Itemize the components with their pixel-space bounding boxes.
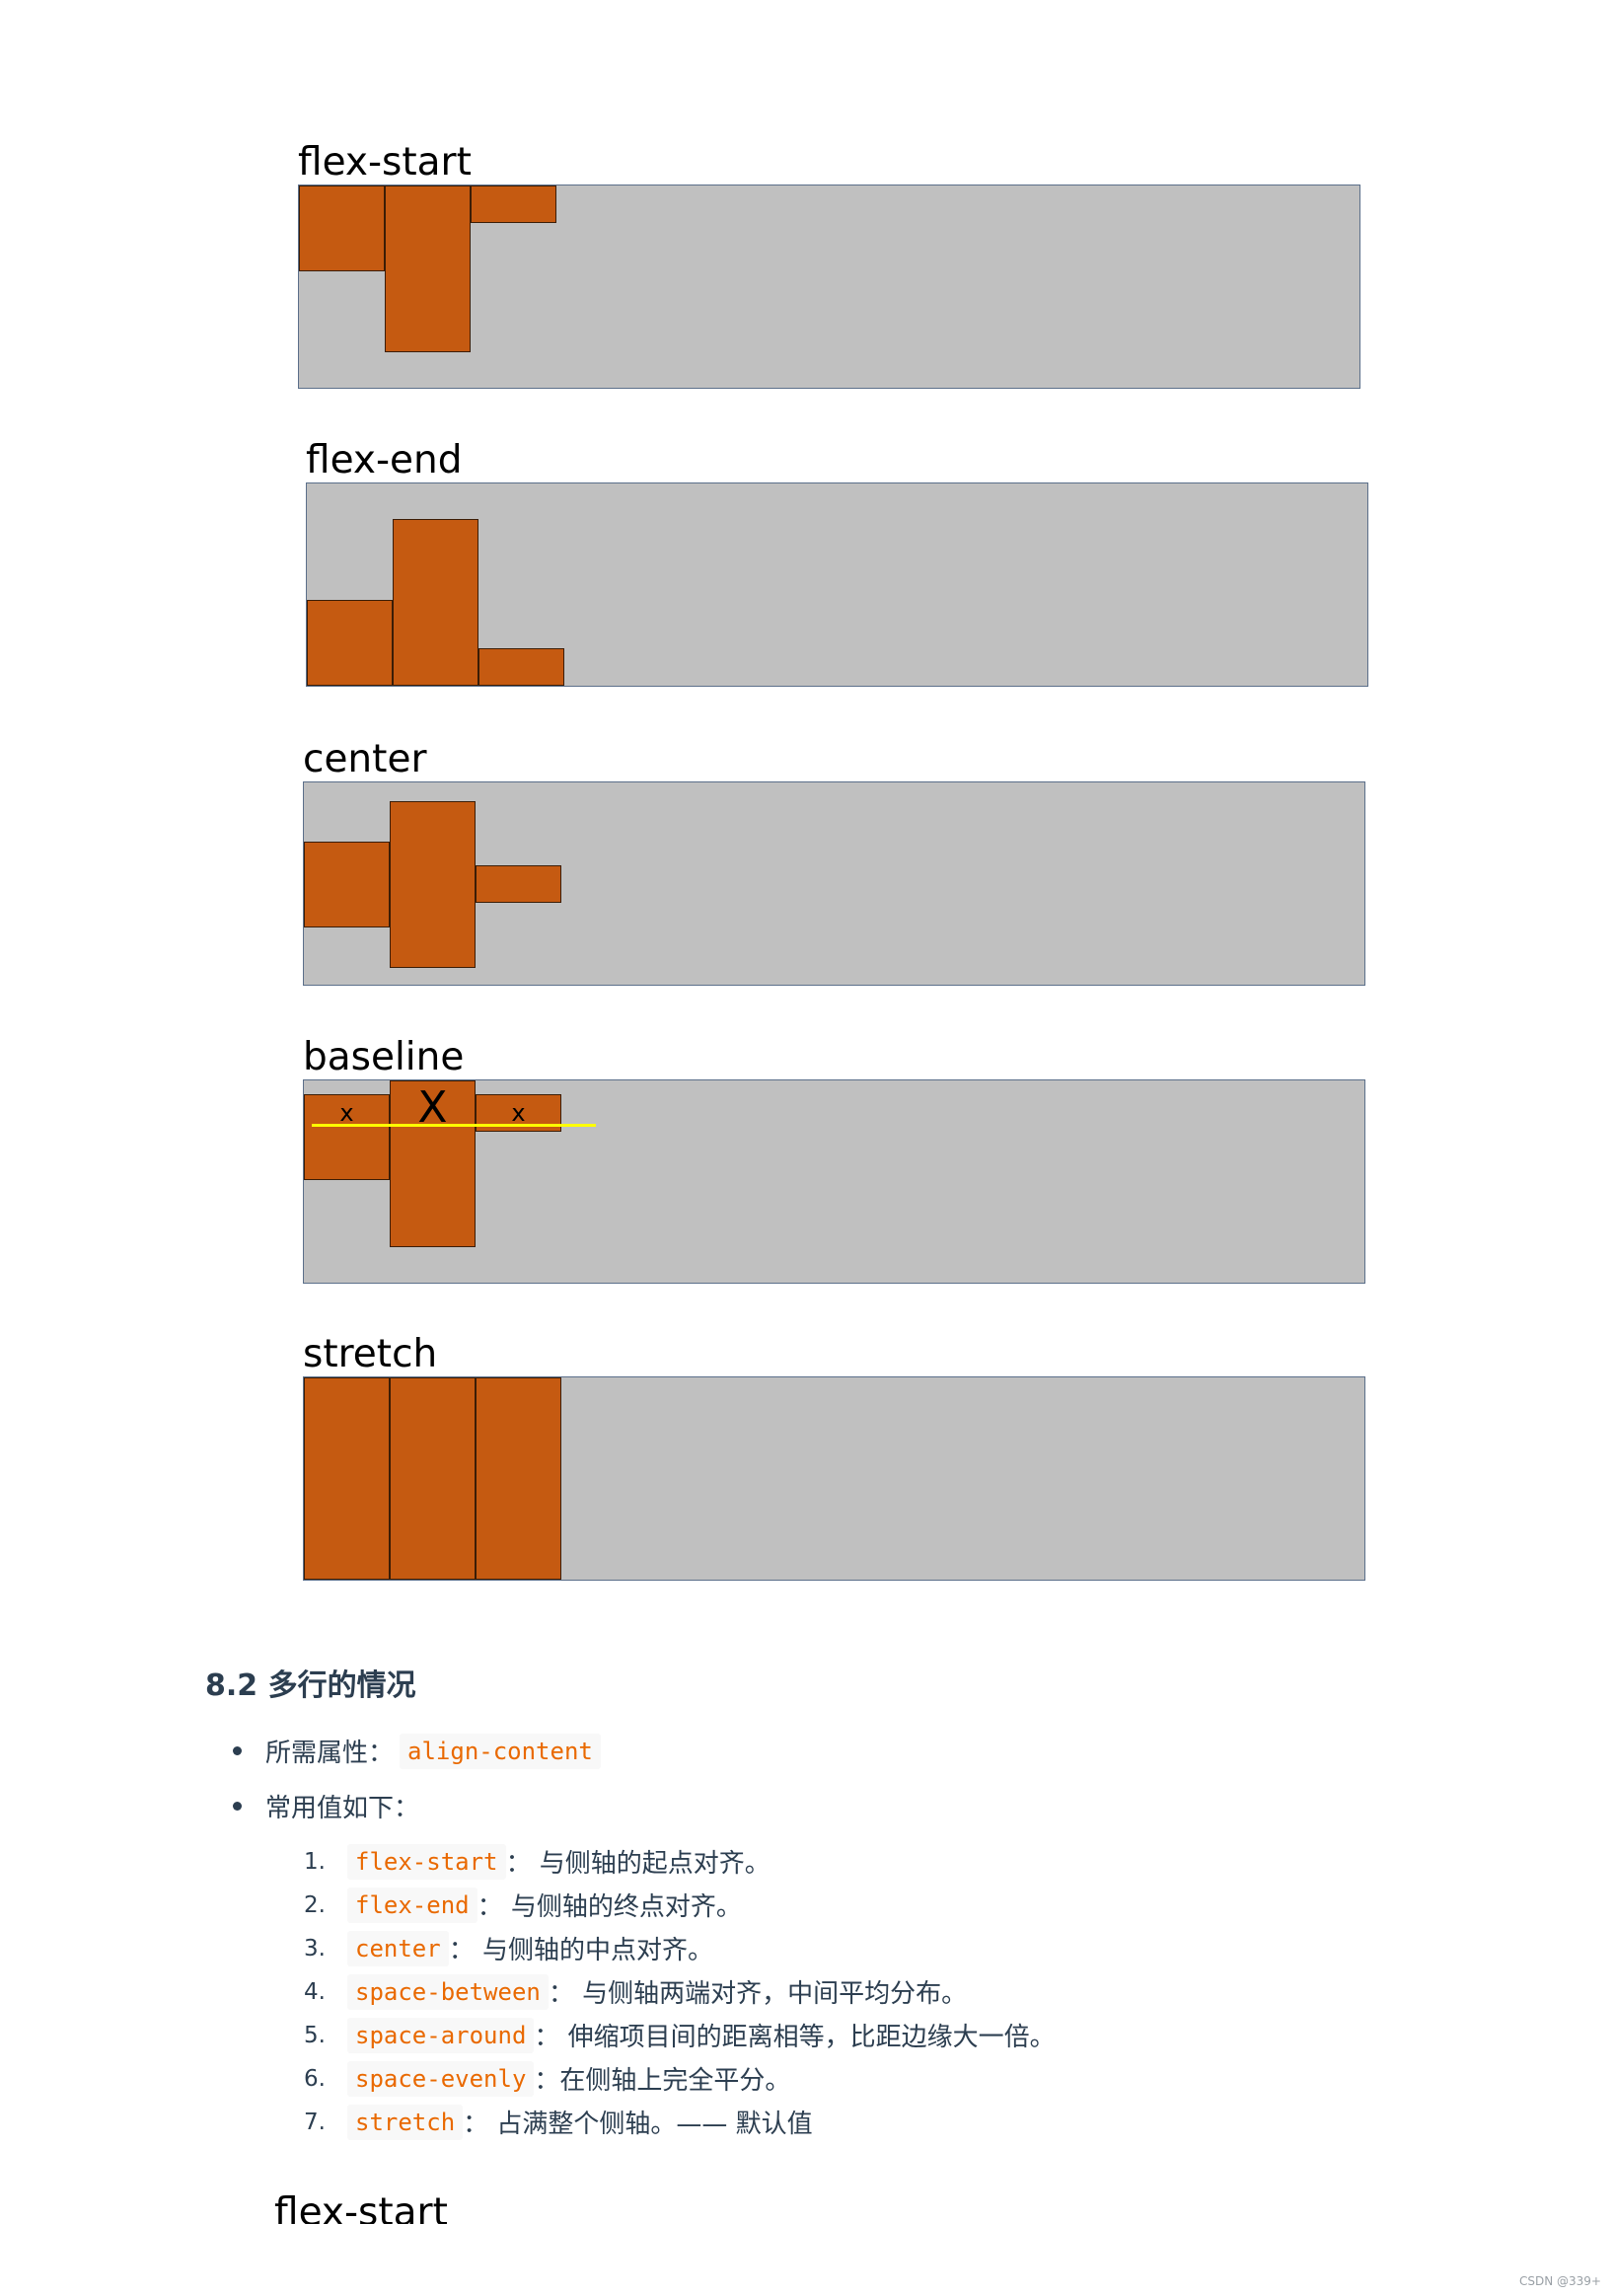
list-number: 5.: [304, 2022, 326, 2048]
flex-item-1: x: [304, 1094, 390, 1180]
flex-item-1: [304, 842, 390, 927]
bullet-dot: [233, 1802, 242, 1811]
list-number: 3.: [304, 1935, 326, 1962]
list-number: 4.: [304, 1978, 326, 2005]
inline-code: flex-end: [347, 1887, 477, 1923]
inline-code: space-evenly: [347, 2060, 535, 2097]
list-number: 6.: [304, 2065, 326, 2092]
flex-item-1: [304, 1377, 390, 1580]
diagram-title: stretch: [303, 1332, 438, 1376]
flex-container: [303, 781, 1365, 986]
inline-code: stretch: [347, 2104, 464, 2140]
flex-item-1: [299, 185, 385, 271]
flex-container: [306, 482, 1368, 687]
flex-item-2: [393, 519, 478, 686]
list-description: ： 占满整个侧轴。—— 默认值: [463, 2110, 813, 2139]
list-description: ： 与侧轴两端对齐，中间平均分布。: [548, 1979, 968, 2009]
bullet-required-property: 所需属性： align-content: [233, 1733, 601, 1769]
bullet-label: 常用值如下：: [265, 1794, 420, 1823]
flex-item-2: X: [390, 1080, 476, 1247]
list-item: 1. flex-start ： 与侧轴的起点对齐。: [304, 1843, 771, 1880]
list-item: 7. stretch ： 占满整个侧轴。—— 默认值: [304, 2104, 813, 2140]
list-item: 4. space-between ： 与侧轴两端对齐，中间平均分布。: [304, 1973, 967, 2010]
inline-code: space-between: [347, 1973, 549, 2010]
list-description: ：在侧轴上完全平分。: [534, 2066, 791, 2096]
diagram-title: center: [303, 737, 427, 781]
flex-item-3: [478, 648, 564, 686]
baseline-line: [312, 1124, 596, 1127]
flex-container: [303, 1376, 1365, 1581]
inline-code: align-content: [400, 1733, 601, 1769]
inline-code: center: [347, 1930, 449, 1966]
list-description: ： 与侧轴的终点对齐。: [477, 1892, 742, 1922]
flex-item-1: [307, 600, 393, 686]
section-heading: 8.2 多行的情况: [205, 1668, 416, 1703]
watermark: CSDN @339+: [1519, 2274, 1601, 2288]
bullet-label: 所需属性：: [265, 1739, 395, 1768]
list-item: 2. flex-end ： 与侧轴的终点对齐。: [304, 1887, 742, 1923]
list-description: ： 与侧轴的起点对齐。: [505, 1849, 771, 1879]
diagram-title: baseline: [303, 1035, 465, 1079]
list-description: ： 与侧轴的中点对齐。: [448, 1936, 713, 1965]
item-label: x: [339, 1099, 354, 1127]
list-item: 5. space-around ： 伸缩项目间的距离相等，比距边缘大一倍。: [304, 2017, 1056, 2053]
flex-item-2: [390, 1377, 476, 1580]
flex-item-2: [390, 801, 476, 968]
list-item: 3. center ： 与侧轴的中点对齐。: [304, 1930, 713, 1966]
list-number: 1.: [304, 1848, 326, 1875]
flex-container: [298, 185, 1360, 389]
item-label: x: [511, 1099, 526, 1127]
inline-code: space-around: [347, 2017, 535, 2053]
list-number: 7.: [304, 2109, 326, 2135]
next-diagram-title: flex-start: [274, 2190, 448, 2224]
list-description: ： 伸缩项目间的距离相等，比距边缘大一倍。: [534, 2023, 1056, 2052]
diagram-title: flex-start: [298, 140, 472, 185]
diagram-title: flex-end: [306, 438, 463, 482]
list-item: 6. space-evenly ：在侧轴上完全平分。: [304, 2060, 790, 2097]
list-number: 2.: [304, 1891, 326, 1918]
flex-item-3: [476, 1377, 561, 1580]
flex-item-3: [471, 185, 556, 223]
flex-item-3: [476, 865, 561, 903]
flex-container: x X x: [303, 1079, 1365, 1284]
bullet-dot: [233, 1746, 242, 1755]
flex-item-2: [385, 185, 471, 352]
bullet-common-values: 常用值如下：: [233, 1788, 419, 1824]
inline-code: flex-start: [347, 1843, 506, 1880]
